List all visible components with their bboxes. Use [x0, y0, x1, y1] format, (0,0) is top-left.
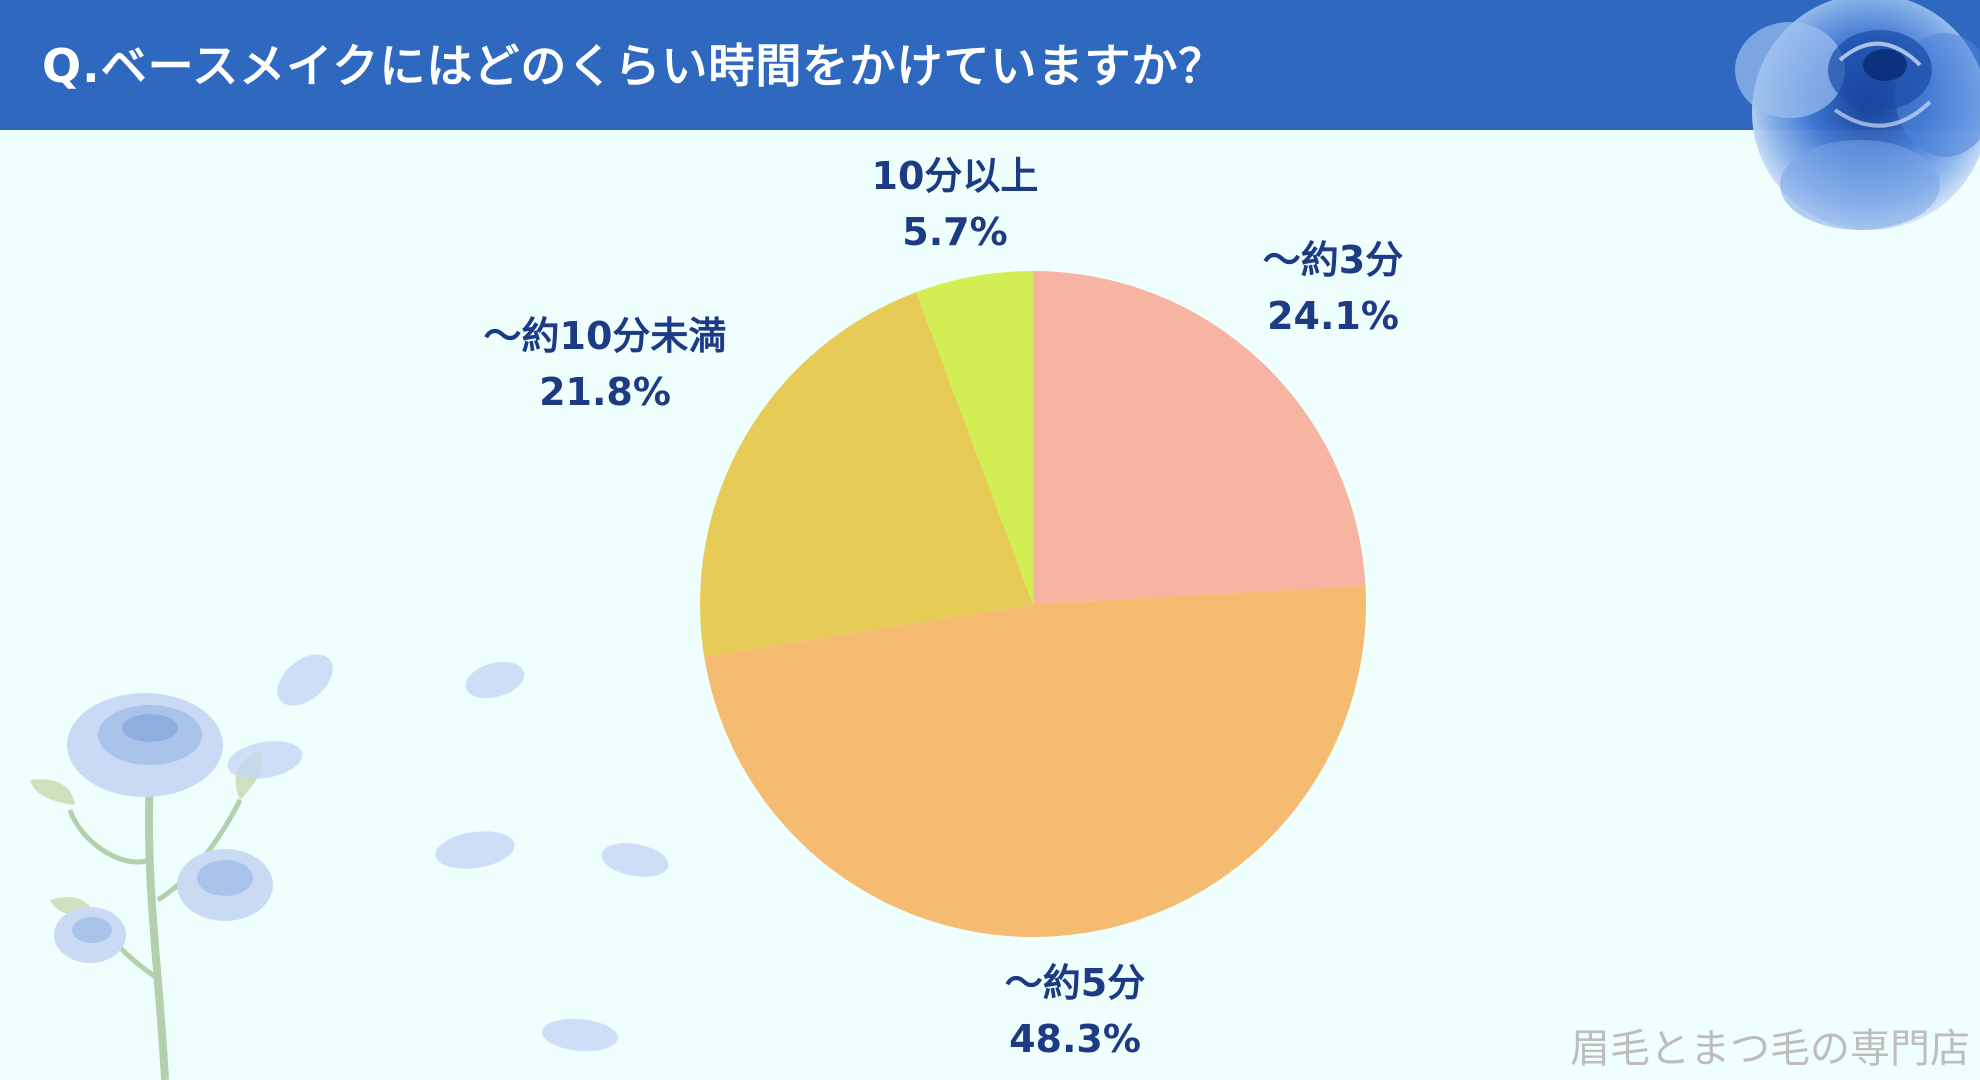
slice-category: 10分以上 — [871, 154, 1039, 198]
slice-category: ～約5分 — [1004, 961, 1146, 1005]
slice-label-5min: ～約5分 48.3% — [1005, 955, 1145, 1067]
slice-category: ～約3分 — [1262, 238, 1404, 282]
page-title: Q.ベースメイクにはどのくらい時間をかけていますか？ — [42, 39, 1226, 93]
slice-category: ～約10分未満 — [483, 314, 727, 358]
slice-percent: 24.1% — [1267, 294, 1399, 338]
slice-percent: 48.3% — [1009, 1017, 1141, 1061]
pie-slice-0 — [1033, 271, 1366, 604]
pie-slice-3 — [916, 271, 1033, 604]
pie-slice-2 — [700, 292, 1033, 657]
slice-label-3min: ～約3分 24.1% — [1263, 232, 1403, 344]
pie-slice-1 — [704, 585, 1366, 938]
slice-label-10min-plus: 10分以上 5.7% — [872, 148, 1039, 260]
slice-percent: 21.8% — [539, 370, 671, 414]
watermark-text: 眉毛とまつ毛の専門店 — [1570, 1026, 1970, 1072]
header-bar: Q.ベースメイクにはどのくらい時間をかけていますか？ — [0, 0, 1980, 130]
slice-label-under-10min: ～約10分未満 21.8% — [484, 308, 727, 420]
slice-percent: 5.7% — [902, 210, 1008, 254]
